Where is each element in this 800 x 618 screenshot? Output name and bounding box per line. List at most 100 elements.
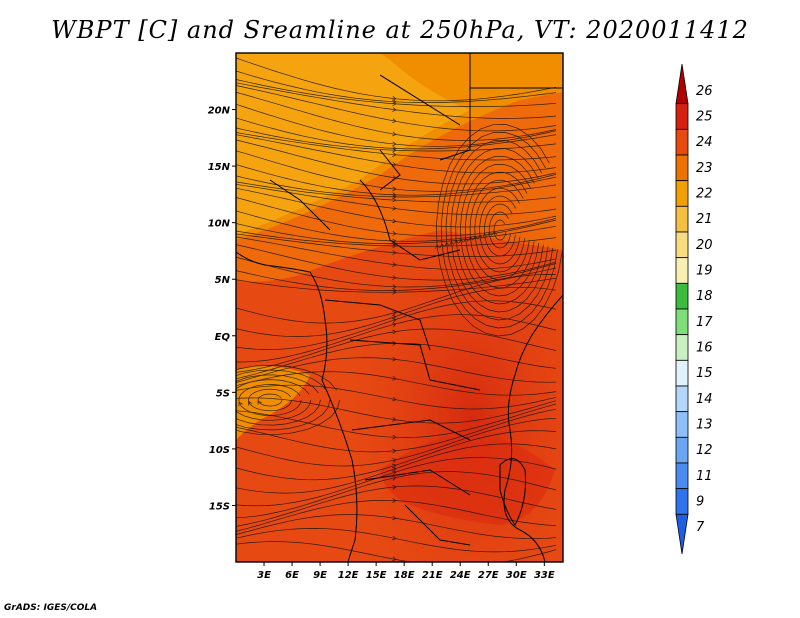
streamline-arrow bbox=[392, 131, 397, 137]
colorbar-label: 24 bbox=[696, 135, 713, 150]
streamline-arrow bbox=[392, 186, 397, 192]
lat-tick-label: 20N bbox=[208, 106, 231, 117]
colorbar-label: 12 bbox=[696, 443, 713, 458]
streamline-arrow bbox=[392, 467, 397, 472]
streamline-arrow bbox=[392, 162, 397, 167]
lat-tick-label: 5N bbox=[215, 275, 231, 286]
colorbar-label: 23 bbox=[696, 161, 713, 176]
streamline bbox=[464, 171, 535, 289]
streamline-arrow bbox=[392, 146, 397, 151]
streamline-arrow bbox=[392, 289, 397, 295]
coastlines bbox=[236, 53, 563, 562]
streamline bbox=[460, 163, 540, 297]
colorbar-box bbox=[675, 385, 689, 413]
streamline-arrow bbox=[487, 231, 493, 237]
map-title: WBPT [C] and Sreamline at 250hPa, VT: 20… bbox=[51, 16, 749, 44]
lon-tick-label: 24E bbox=[450, 570, 471, 581]
grads-credit: GrADS: IGES/COLA bbox=[4, 603, 98, 613]
colorbar-box bbox=[675, 128, 689, 156]
streamline-arrow bbox=[435, 244, 440, 249]
streamline-arrow bbox=[468, 236, 474, 241]
streamline-arrow bbox=[392, 147, 397, 153]
streamline-arrow bbox=[477, 234, 483, 239]
streamline-arrow bbox=[463, 237, 469, 243]
streamline bbox=[236, 369, 331, 431]
colorbar-label: 25 bbox=[696, 110, 713, 125]
lat-tick-label: 10N bbox=[208, 219, 231, 230]
lat-tick-label: 15S bbox=[209, 501, 230, 512]
streamline-arrow bbox=[392, 99, 397, 105]
streamline-arrow bbox=[392, 463, 397, 469]
streamline-arrow bbox=[392, 243, 397, 249]
streamline-arrow bbox=[392, 498, 397, 503]
streamline-arrow bbox=[392, 375, 397, 381]
colorbar-label: 21 bbox=[696, 212, 713, 227]
colorbar-label: 9 bbox=[696, 495, 704, 510]
streamline-arrow bbox=[492, 230, 497, 236]
colorbar-bottom-arrow bbox=[675, 513, 689, 555]
colorbar-label: 18 bbox=[696, 289, 713, 304]
colorbar: 26 25 24 23 22 21 20 19 18 17 16 15 14 13 12 11 9 7 bbox=[675, 63, 713, 555]
colorbar-box bbox=[675, 154, 689, 182]
lon-tick-label: 9E bbox=[313, 570, 327, 581]
streamline-arrow bbox=[392, 475, 397, 481]
colorbar-label: 16 bbox=[696, 341, 713, 356]
colorbar-label: 13 bbox=[696, 418, 713, 433]
lon-tick-label: 15E bbox=[366, 570, 387, 581]
colorbar-box bbox=[675, 103, 689, 130]
streamline-arrow bbox=[229, 403, 233, 407]
colorbar-box bbox=[675, 411, 689, 438]
streamline bbox=[455, 155, 544, 305]
streamline-arrow bbox=[454, 239, 459, 245]
lon-tick-label: 3E bbox=[257, 570, 271, 581]
streamline-arrow bbox=[392, 556, 397, 562]
streamline bbox=[236, 364, 340, 436]
lon-tick-label: 27E bbox=[478, 570, 499, 581]
streamline bbox=[474, 187, 526, 273]
lon-tick-label: 12E bbox=[338, 570, 359, 581]
streamline-arrow bbox=[482, 233, 488, 238]
lat-tick-label: 15N bbox=[208, 162, 231, 173]
streamline-arrow bbox=[449, 240, 455, 246]
lat-tick-label: 5S bbox=[216, 388, 230, 399]
streamline-arrow bbox=[392, 417, 397, 422]
streamline-arrow bbox=[392, 192, 397, 198]
streamline-arrow bbox=[392, 275, 397, 280]
colorbar-box bbox=[675, 257, 689, 284]
streamline bbox=[493, 219, 507, 241]
streamline-arrow bbox=[392, 262, 397, 267]
streamline-arrow bbox=[392, 356, 397, 362]
colorbar-box bbox=[675, 282, 689, 310]
streamline-arrow bbox=[392, 458, 397, 463]
streamline-arrow bbox=[392, 329, 397, 335]
map-plot-area bbox=[210, 53, 563, 562]
streamline-arrow bbox=[392, 118, 397, 124]
streamline-arrow bbox=[392, 470, 397, 476]
lat-tick-label: 10S bbox=[209, 445, 230, 456]
streamline bbox=[484, 203, 516, 257]
colorbar-label: 15 bbox=[696, 366, 713, 381]
lon-tick-label: 6E bbox=[285, 570, 299, 581]
colorbar-box bbox=[675, 488, 689, 515]
colorbar-box bbox=[675, 462, 689, 490]
colorbar-label: 19 bbox=[696, 264, 713, 279]
streamline-arrow bbox=[248, 400, 253, 406]
colorbar-box bbox=[675, 231, 689, 259]
colorbar-box bbox=[675, 205, 689, 233]
streamline-arrow bbox=[392, 101, 397, 107]
streamline bbox=[236, 374, 321, 426]
streamline-arrow bbox=[392, 484, 397, 490]
streamline-arrow bbox=[392, 152, 397, 157]
streamline-arrow bbox=[257, 400, 262, 405]
streamline-arrow bbox=[392, 396, 397, 402]
streamline-arrow bbox=[392, 434, 397, 440]
streamline-arrow bbox=[392, 107, 397, 112]
colorbar-label: 22 bbox=[696, 187, 713, 202]
streamline-arrow bbox=[392, 318, 397, 323]
streamline-arrow bbox=[392, 515, 397, 521]
streamline-arrow bbox=[210, 404, 214, 408]
streamline-arrow bbox=[392, 197, 397, 203]
colorbar-label: 11 bbox=[696, 469, 713, 484]
colorbar-box bbox=[675, 180, 689, 207]
